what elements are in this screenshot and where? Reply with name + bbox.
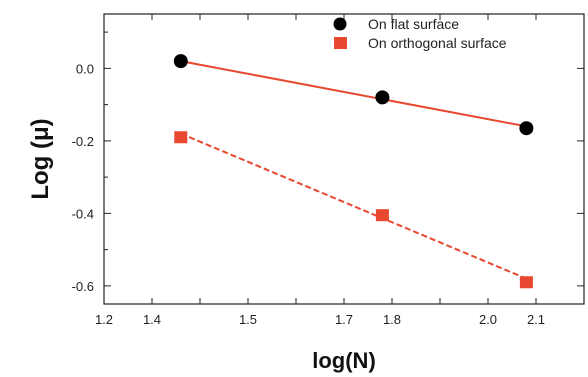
x-tick-label: 1.5 xyxy=(239,312,257,327)
legend-label-orthogonal: On orthogonal surface xyxy=(368,35,507,51)
x-tick-labels: 1.2 1.4 1.5 1.7 1.8 2.0 2.1 xyxy=(95,312,545,327)
axis-ticks xyxy=(103,14,584,304)
y-tick-labels: -0.6 -0.4 -0.2 0.0 xyxy=(72,61,94,294)
fit-line-series-0 xyxy=(180,60,527,128)
x-tick-label: 1.8 xyxy=(383,312,401,327)
data-point-square xyxy=(174,131,188,144)
data-point-circle xyxy=(173,54,188,69)
y-tick-label: -0.6 xyxy=(72,279,94,294)
fit-line-series-1 xyxy=(180,132,527,280)
legend-marker-circle xyxy=(333,17,347,31)
x-tick-label: 1.4 xyxy=(143,312,161,327)
fit-lines xyxy=(180,60,527,280)
x-tick-label: 1.2 xyxy=(95,312,113,327)
data-point-circle xyxy=(519,121,534,136)
legend: On flat surface On orthogonal surface xyxy=(333,16,507,51)
data-markers xyxy=(173,54,534,289)
legend-label-flat: On flat surface xyxy=(368,16,459,32)
data-point-circle xyxy=(375,90,390,105)
x-axis-title: log(N) xyxy=(312,348,376,373)
y-tick-label: -0.4 xyxy=(72,206,94,221)
legend-marker-square xyxy=(334,37,347,49)
x-tick-label: 2.0 xyxy=(479,312,497,327)
data-point-square xyxy=(375,209,389,222)
x-tick-label: 2.1 xyxy=(527,312,545,327)
data-point-square xyxy=(519,276,533,289)
x-tick-label: 1.7 xyxy=(335,312,353,327)
y-tick-label: -0.2 xyxy=(72,134,94,149)
y-axis-title: Log (μ) xyxy=(27,118,54,199)
y-tick-label: 0.0 xyxy=(76,61,94,76)
